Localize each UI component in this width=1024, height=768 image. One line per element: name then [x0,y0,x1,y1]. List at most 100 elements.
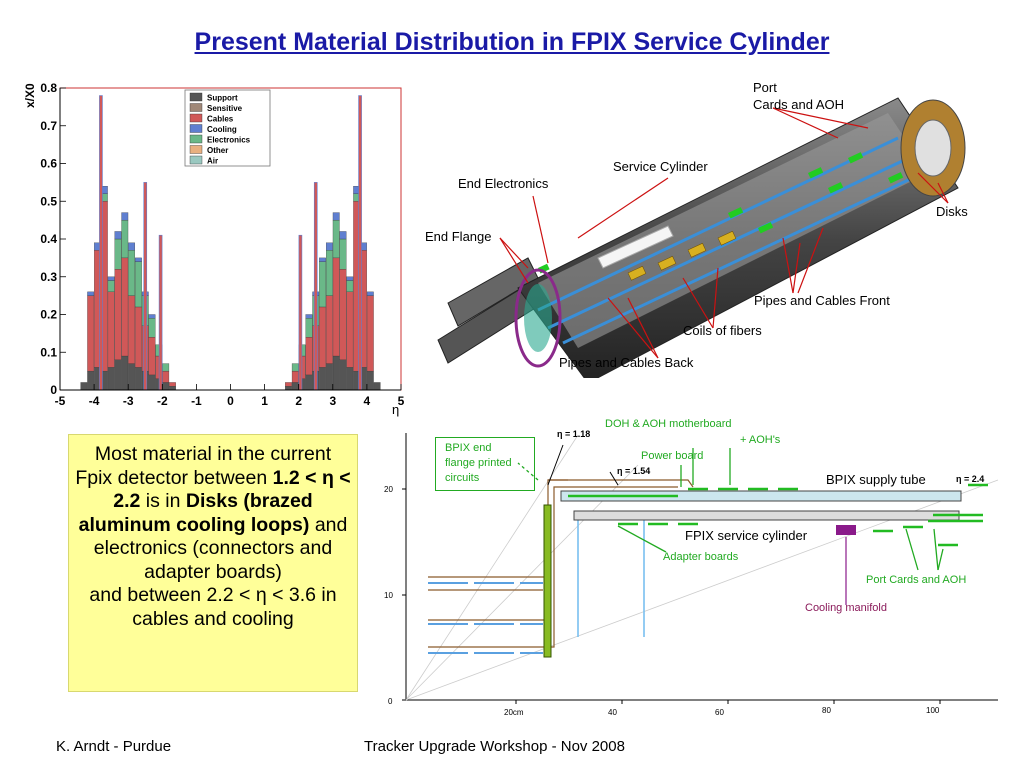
legend-label: Cables [207,115,234,124]
bar-cooling [366,291,374,296]
bar-electronics [305,318,313,338]
bar-support [305,374,313,391]
slide-title: Present Material Distribution in FPIX Se… [194,28,830,56]
y-tick-label: 0.5 [40,194,57,208]
bar-electronics [346,280,354,292]
bar-cables [326,295,333,364]
bar-support [285,386,292,391]
y-tick-label: 0.8 [40,81,57,95]
bar-electronics [162,363,170,372]
bar-cooling [87,291,95,296]
bar-support [332,355,340,391]
y-tick-label: 0.4 [40,232,57,246]
footer-event: Tracker Upgrade Workshop - Nov 2008 [364,738,625,755]
label-power-board: Power board [641,450,704,462]
spike-bar [298,234,303,391]
label-end-electronics: End Electronics [458,176,549,191]
bar-cooling [121,212,129,221]
x-tick-label: 4 [364,394,371,408]
label-bpix-flange-2: flange printed [445,457,512,469]
bar-cooling [128,242,135,251]
y-tick-20: 20 [384,485,393,494]
label-end-flange: End Flange [425,229,492,244]
label-pipes-front: Pipes and Cables Front [754,293,890,308]
legend-swatch [189,113,203,123]
bar-cooling [332,212,340,221]
bar-cooling [305,314,313,319]
spike-bar [99,95,103,391]
bar-cables [291,370,299,383]
bar-electronics [128,250,135,296]
material-histogram: -5 -4 -3 -2 -1 0 1 2 3 4 5 0 0.1 0.2 0.3 0.4 0.5 0.6 0.7 0.… [23,81,405,417]
bar-cables [135,306,142,368]
summary-eta-range: 1.2 < η < 2.2 [113,466,351,513]
y-tick-label: 0.6 [40,157,57,171]
bar-support [373,382,381,391]
layout-diagram: 0 10 20 20cm 40 60 80 100 [384,433,999,717]
label-doh-aoh-1: DOH & AOH motherboard [605,418,732,430]
x-tick-60: 60 [715,708,724,717]
label-cards-aoh: Cards and AOH [753,97,845,112]
y-tick-label: 0.2 [40,308,57,322]
bar-cooling [326,242,333,251]
legend-label: Cooling [207,125,237,134]
bpix-flange-callout [435,437,535,491]
bar-cables [285,382,292,387]
x-tick-label: 2 [295,394,302,408]
bar-support [87,370,95,391]
bar-support [121,355,129,391]
summary-text-2: is in [145,490,181,512]
legend-label: Other [207,146,228,155]
bar-electronics [319,261,326,308]
bar-cables [339,269,347,360]
x-tick-label: -2 [157,394,168,408]
bar-support [319,367,326,391]
bar-support [339,359,347,391]
spike-bar [143,182,148,391]
bar-support [107,367,115,391]
x-tick-label: -5 [55,394,66,408]
legend-label: Electronics [207,136,251,145]
bar-support [114,359,122,391]
bar-support [80,382,88,391]
bar-cables [162,370,170,383]
bar-cables [169,382,176,387]
bar-cables [305,336,313,376]
bar-cables [148,336,156,376]
bar-electronics [114,238,122,270]
bar-support [135,367,142,391]
bar-cooling [135,257,142,262]
label-port-cards: Port Cards and AOH [866,574,967,586]
summary-text-4: and between 2.2 < η < 3.6 in cables and … [89,584,337,630]
x-tick-label: -1 [191,394,202,408]
label-bpix-flange: BPIX end flange printed circuits [445,441,512,486]
bar-support [291,382,299,391]
bar-cooling [107,276,115,281]
bar-cables [87,295,95,372]
spike-bar [158,234,163,391]
label-service-cylinder: Service Cylinder [613,159,708,174]
label-eta-154: η = 1.54 [617,466,651,476]
label-eta-118: η = 1.18 [557,429,591,439]
bar-support [326,363,333,391]
label-pipes-back: Pipes and Cables Back [559,355,694,370]
x-tick-label: 1 [261,394,268,408]
legend-swatch [189,103,203,112]
x-tick-label: 0 [227,394,234,408]
label-port: Port [753,80,777,95]
y-tick-0: 0 [388,697,393,706]
y-axis-label: x/X0 [23,83,37,108]
bar-cables [346,291,354,368]
x-tick-40: 40 [608,708,617,717]
label-bpix-supply: BPIX supply tube [826,472,926,487]
bar-electronics [121,219,129,259]
bar-support [169,386,176,391]
label-doh-aoh-2: + AOH's [740,434,781,446]
x-tick-80: 80 [822,706,831,715]
label-adapter-boards: Adapter boards [663,551,739,563]
label-cooling-manifold: Cooling manifold [805,602,887,614]
label-fpix-cylinder: FPIX service cylinder [685,528,808,543]
bar-cables [366,295,374,372]
bar-cooling [148,314,156,319]
bar-support [148,374,156,391]
